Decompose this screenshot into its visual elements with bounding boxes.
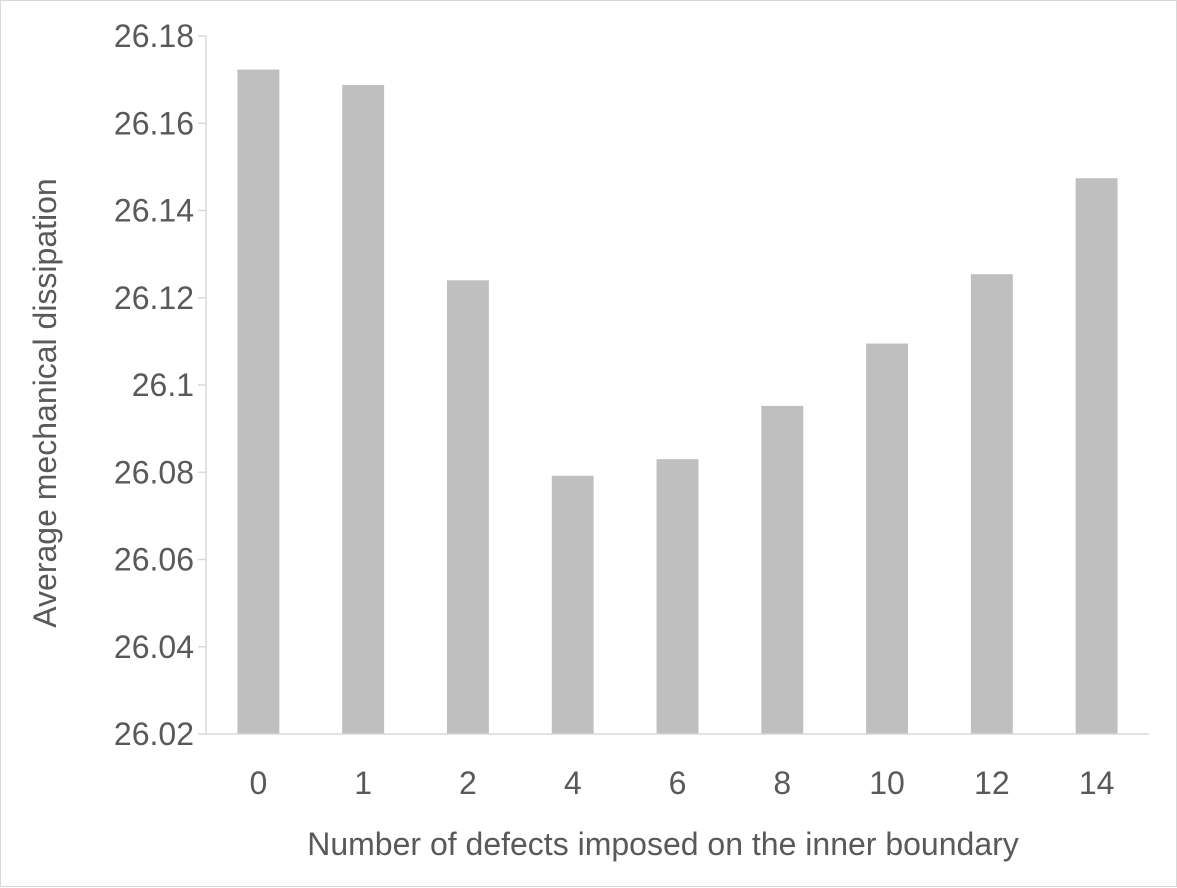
x-tick-label: 8 bbox=[773, 765, 791, 801]
bar bbox=[237, 69, 280, 734]
y-tick-label: 26.1 bbox=[132, 367, 194, 403]
x-tick-label: 12 bbox=[974, 765, 1010, 801]
y-axis-title: Average mechanical dissipation bbox=[27, 178, 63, 627]
bar bbox=[970, 274, 1013, 734]
x-tick-label: 6 bbox=[669, 765, 687, 801]
y-tick-label: 26.08 bbox=[114, 454, 194, 490]
bar bbox=[866, 343, 909, 734]
x-tick-label: 14 bbox=[1079, 765, 1115, 801]
bar bbox=[551, 475, 594, 734]
bar bbox=[656, 459, 699, 734]
x-tick-label: 2 bbox=[459, 765, 477, 801]
bar bbox=[342, 84, 385, 735]
y-tick-label: 26.18 bbox=[114, 18, 194, 54]
x-tick-label: 10 bbox=[869, 765, 905, 801]
bars bbox=[237, 69, 1118, 735]
x-tick-label: 0 bbox=[249, 765, 267, 801]
y-tick-label: 26.14 bbox=[114, 193, 194, 229]
y-tick-label: 26.06 bbox=[114, 542, 194, 578]
y-tick-label: 26.02 bbox=[114, 716, 194, 752]
bar bbox=[761, 405, 804, 734]
y-axis-ticks: 26.02 26.04 26.06 26.08 26.1 26.12 26.14 26.16 2… bbox=[114, 18, 207, 752]
x-tick-label: 4 bbox=[564, 765, 582, 801]
y-tick-label: 26.16 bbox=[114, 105, 194, 141]
bar bbox=[1075, 178, 1118, 734]
x-tick-label: 1 bbox=[354, 765, 372, 801]
bar bbox=[446, 280, 489, 734]
x-axis-title: Number of defects imposed on the inner b… bbox=[307, 826, 1019, 862]
y-tick-label: 26.04 bbox=[114, 629, 194, 665]
y-tick-label: 26.12 bbox=[114, 280, 194, 316]
x-axis-ticks: 0 1 2 4 6 8 10 12 14 bbox=[206, 733, 1149, 801]
